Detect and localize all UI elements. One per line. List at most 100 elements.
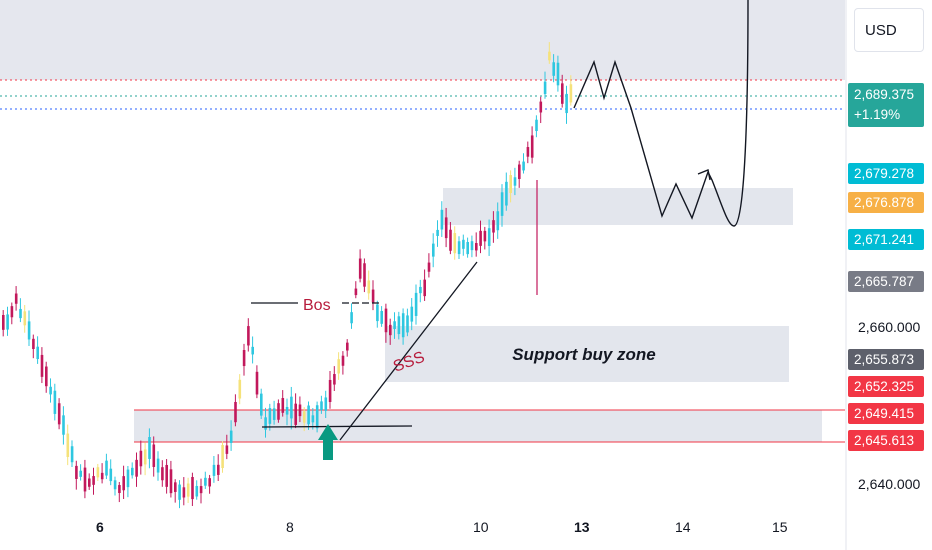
candle-body xyxy=(126,469,130,488)
candle-body xyxy=(195,485,199,497)
candle-body xyxy=(389,324,392,336)
candle-body xyxy=(470,241,474,251)
price-label: 2,645.613 xyxy=(848,430,924,451)
candle-body xyxy=(307,405,310,425)
candle-body xyxy=(530,135,534,158)
candle-body xyxy=(2,314,5,330)
candle-body xyxy=(440,209,444,230)
candle-body xyxy=(500,192,504,216)
x-tick: 15 xyxy=(772,519,788,535)
x-tick: 13 xyxy=(574,519,590,535)
candle-body xyxy=(217,464,220,475)
candle-body xyxy=(242,350,246,367)
candle-body xyxy=(380,310,383,324)
candle-body xyxy=(169,469,173,494)
candle-body xyxy=(505,181,508,206)
candle-body xyxy=(70,446,74,463)
candle-body xyxy=(105,460,108,476)
candle-body xyxy=(161,467,164,481)
candle-body xyxy=(285,406,289,415)
candle-body xyxy=(281,398,285,413)
candle-body xyxy=(36,346,39,360)
candle-body xyxy=(315,405,319,429)
candle-body xyxy=(410,306,414,322)
candle-body xyxy=(156,458,160,473)
price-label: 2,655.873 xyxy=(848,349,924,370)
candle-body xyxy=(251,346,254,355)
demand-zone xyxy=(134,410,822,442)
x-tick: 14 xyxy=(675,519,691,535)
candle-body xyxy=(135,459,138,477)
candle-body xyxy=(298,404,302,417)
candle-body xyxy=(122,476,125,491)
candle-body xyxy=(57,403,61,425)
candle-body xyxy=(376,304,379,322)
candle-body xyxy=(548,51,551,61)
candle-body xyxy=(328,379,332,402)
candle-body xyxy=(32,338,35,349)
candle-body xyxy=(475,243,478,251)
candle-body xyxy=(255,371,259,395)
candle-body xyxy=(272,408,276,420)
candle-body xyxy=(320,401,323,411)
candle-body xyxy=(539,101,543,113)
buy-arrow-icon xyxy=(318,424,338,460)
candle-body xyxy=(6,314,9,330)
candle-body xyxy=(268,408,272,424)
candle-body xyxy=(23,311,27,326)
candle-body xyxy=(204,477,207,486)
y-tick: 2,640.000 xyxy=(858,476,920,492)
candle-body xyxy=(260,393,263,416)
candle-body xyxy=(14,293,18,304)
price-label: 2,676.878 xyxy=(848,192,924,213)
candle-body xyxy=(238,379,242,399)
candle-body xyxy=(419,286,422,294)
support-buy-zone xyxy=(385,326,789,382)
candle-body xyxy=(513,177,517,186)
sss-horizontal-line xyxy=(261,425,413,428)
candle-body xyxy=(19,308,22,319)
candle-body xyxy=(100,472,104,480)
candle-body xyxy=(225,445,229,454)
candle-body xyxy=(526,147,530,157)
candle-body xyxy=(191,477,194,500)
candle-body xyxy=(96,467,100,478)
candle-body xyxy=(565,93,568,114)
candle-body xyxy=(522,161,525,171)
candle-body xyxy=(165,464,168,487)
candle-body xyxy=(234,401,237,423)
candle-body xyxy=(354,288,358,296)
candle-body xyxy=(350,312,353,324)
resistance-zone xyxy=(0,0,845,80)
candles xyxy=(2,42,573,509)
candle-body xyxy=(367,280,371,294)
candle-body xyxy=(457,241,461,255)
candle-body xyxy=(178,484,181,500)
support-zone-label: Support buy zone xyxy=(512,345,656,364)
candle-body xyxy=(290,396,293,419)
candle-body xyxy=(552,62,555,76)
bos-label: Bos xyxy=(303,297,331,314)
candle-body xyxy=(40,354,44,377)
price-label: 2,679.278 xyxy=(848,163,924,184)
x-tick: 10 xyxy=(473,519,489,535)
candle-body xyxy=(384,308,388,333)
currency-selector[interactable]: USD xyxy=(854,8,924,52)
candle-body xyxy=(449,229,452,251)
candle-body xyxy=(406,315,409,333)
candle-body xyxy=(436,229,439,236)
y-tick: 2,660.000 xyxy=(858,319,920,335)
candle-body xyxy=(492,220,495,233)
candle-body xyxy=(337,359,340,374)
candle-body xyxy=(509,175,512,194)
candle-body xyxy=(358,258,362,279)
candle-body xyxy=(152,444,156,467)
candle-body xyxy=(182,487,186,498)
candle-body xyxy=(401,313,405,338)
candle-body xyxy=(186,483,190,497)
candle-body xyxy=(518,164,521,180)
candle-body xyxy=(113,480,117,490)
candle-body xyxy=(444,217,448,239)
